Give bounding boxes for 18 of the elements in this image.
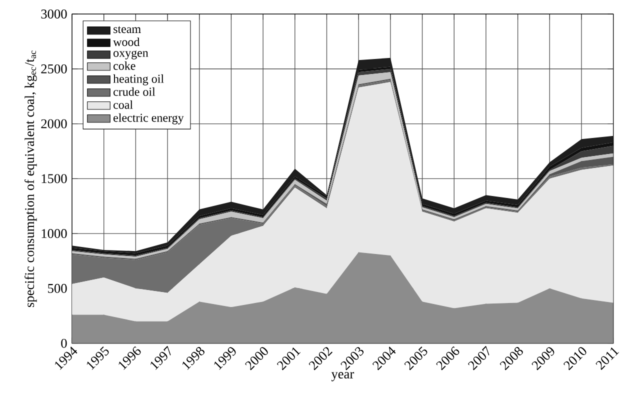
y-tick-label: 2500 [41,64,67,74]
y-tick-label: 0 [61,338,67,348]
y-tick-label: 3000 [41,10,67,18]
legend-label: oxygen [114,50,148,60]
legend-label: heating oil [113,74,164,86]
legend-label: electric energy [114,113,184,124]
y-tick-label: 1000 [42,229,67,238]
legend-label: crude oil [114,87,156,96]
legend-label: coke [114,61,136,70]
y-axis-title: specific consumption of equivalent coal, kg$_{ec}$/t$_{ac}$ [24,50,37,308]
x-axis-title: year [331,372,354,382]
y-tick-label: 500 [48,284,67,293]
x-tick-label: 2011 [596,347,620,370]
y-tick-label: 2000 [41,119,67,128]
y-tick-label: 1500 [42,174,67,184]
legend-label: coal [114,100,133,109]
legend-label: wood [113,38,140,46]
legend-label: steam [114,26,141,34]
